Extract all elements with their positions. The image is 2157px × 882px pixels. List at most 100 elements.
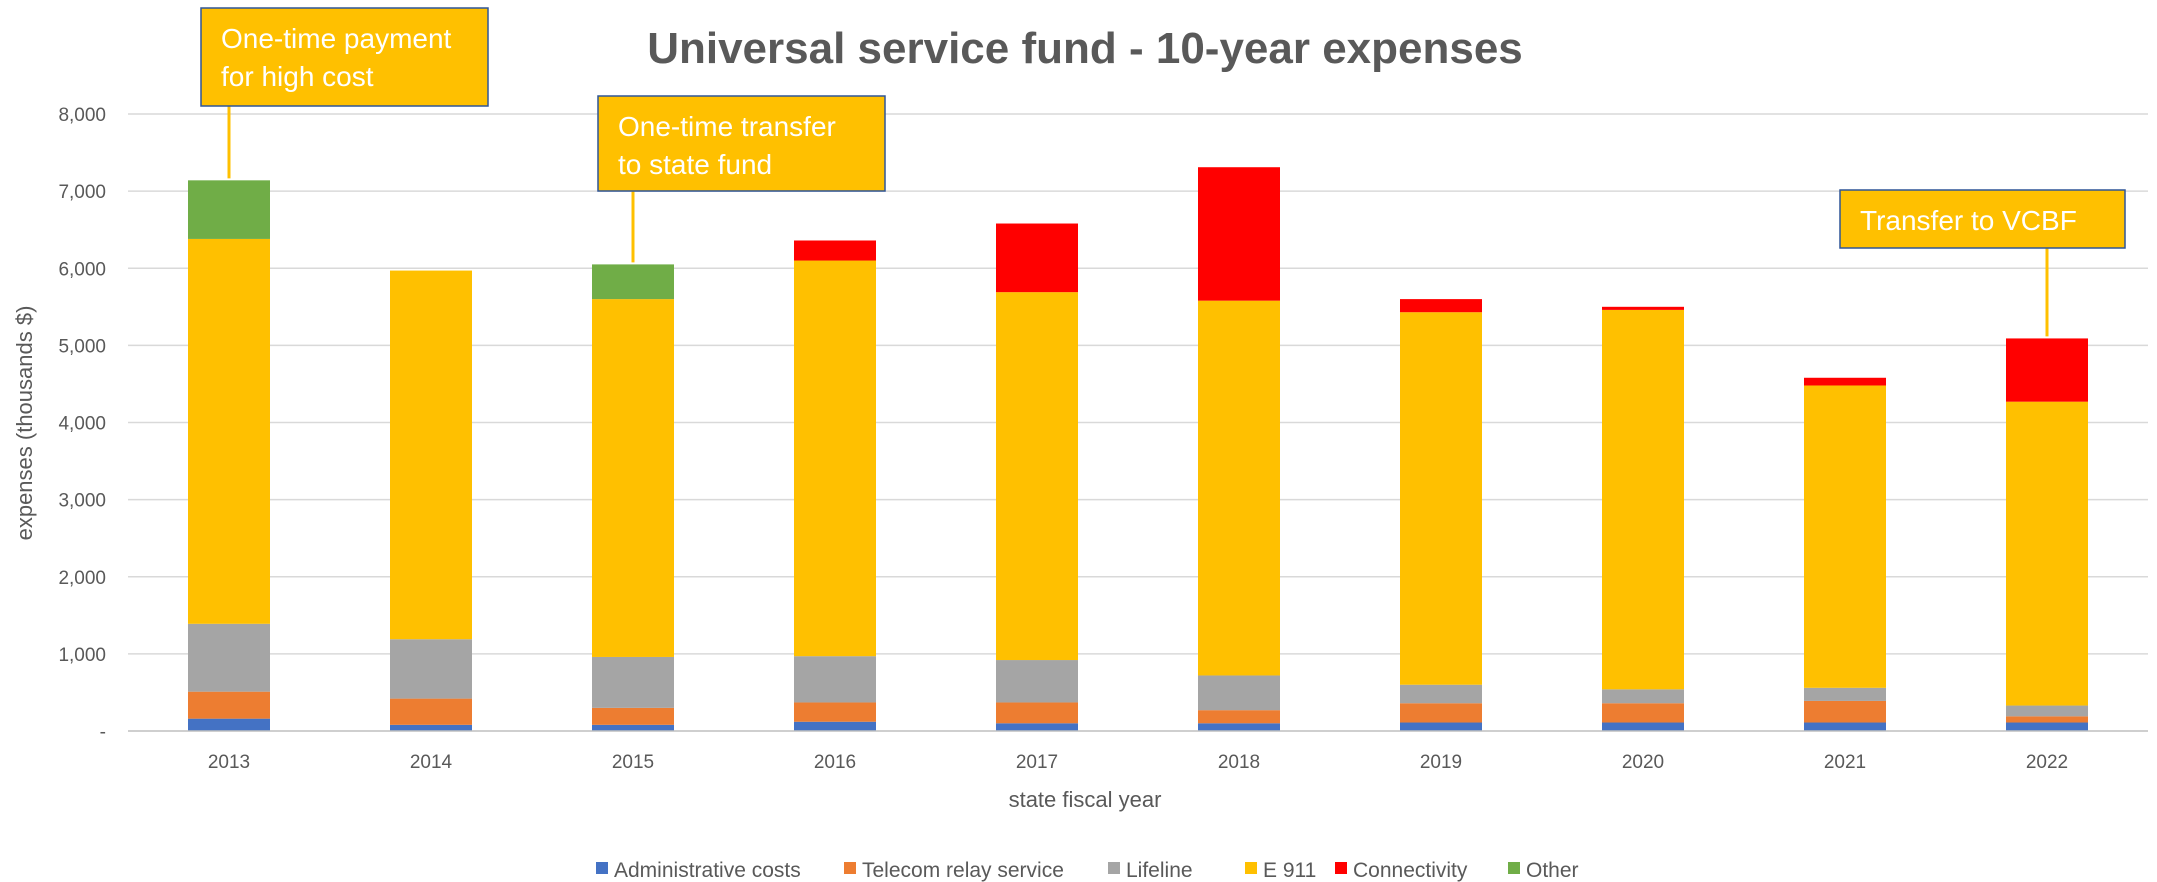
bar-segment: [1602, 306, 1684, 310]
y-tick-label: 6,000: [58, 259, 106, 280]
legend-label: Other: [1526, 859, 1579, 882]
bar-segment: [188, 691, 270, 719]
x-axis-title: state fiscal year: [1009, 787, 1162, 812]
bar-segment: [794, 721, 876, 731]
legend-swatch: [1508, 862, 1520, 874]
callout-text: Transfer to VCBF: [1860, 205, 2077, 236]
callout-text: One-time payment: [221, 23, 452, 54]
bar-segment: [794, 702, 876, 722]
bar-segment: [2006, 401, 2088, 706]
callout: Transfer to VCBF: [1839, 189, 2126, 337]
x-tick-label: 2018: [1218, 752, 1260, 773]
legend-item: Lifeline: [1108, 859, 1193, 882]
bar-segment: [592, 264, 674, 300]
bar-segment: [1602, 722, 1684, 731]
x-tick-label: 2022: [2026, 752, 2068, 773]
bar-segment: [1804, 377, 1886, 386]
bar-segment: [1804, 722, 1886, 731]
bar-segment: [794, 240, 876, 261]
x-tick-label: 2020: [1622, 752, 1664, 773]
bar-segment: [188, 623, 270, 692]
callout-box: [200, 7, 489, 107]
bar-segment: [1198, 675, 1280, 711]
legend-swatch: [1245, 862, 1257, 874]
legend-swatch: [596, 862, 608, 874]
bars: [188, 167, 2088, 731]
callout-text: to state fund: [618, 149, 772, 180]
bar-segment: [1198, 167, 1280, 301]
bar-segment: [2006, 716, 2088, 723]
bar-segment: [1602, 309, 1684, 690]
chart-title: Universal service fund - 10-year expense…: [647, 24, 1523, 73]
bar-segment: [390, 270, 472, 640]
bar-segment: [1804, 700, 1886, 723]
bar-segment: [996, 702, 1078, 724]
legend-swatch: [844, 862, 856, 874]
callout-box: [597, 95, 886, 192]
bar-segment: [2006, 705, 2088, 717]
callout-text: for high cost: [221, 61, 374, 92]
bar-segment: [188, 238, 270, 624]
legend-label: E 911: [1263, 859, 1316, 882]
bar-segment: [390, 724, 472, 731]
legend-label: Telecom relay service: [862, 859, 1064, 882]
legend-item: Connectivity: [1335, 859, 1468, 882]
y-axis-title: expenses (thousands $): [12, 306, 37, 541]
y-tick-label: 8,000: [58, 105, 106, 126]
bar-segment: [592, 724, 674, 731]
x-tick-label: 2019: [1420, 752, 1462, 773]
bar-segment: [1602, 689, 1684, 704]
y-axis-ticks: - 1,000 2,000 3,000 4,000 5,000 6,000 7,000 8,00…: [58, 105, 106, 743]
callouts: One-time payment for high cost One-time tr…: [200, 7, 2126, 337]
bar-segment: [1804, 385, 1886, 688]
bar-segment: [592, 299, 674, 657]
bar-segment: [1804, 687, 1886, 701]
legend-item: Other: [1508, 859, 1579, 882]
x-axis-ticks: 2013 2014 2015 2016 2017 2018 2019 2020 2021 2022: [208, 752, 2068, 773]
bar-segment: [1400, 684, 1482, 704]
legend-label: Administrative costs: [614, 859, 801, 882]
legend: Administrative costs Telecom relay servic…: [596, 859, 1579, 882]
bar-segment: [390, 698, 472, 725]
y-tick-label: 7,000: [58, 182, 106, 203]
x-tick-label: 2021: [1824, 752, 1866, 773]
legend-swatch: [1108, 862, 1120, 874]
legend-item: E 911: [1245, 859, 1316, 882]
bar-segment: [996, 223, 1078, 293]
bar-segment: [592, 707, 674, 725]
bar-segment: [794, 656, 876, 703]
x-tick-label: 2013: [208, 752, 250, 773]
y-tick-label: 1,000: [58, 645, 106, 666]
bar-segment: [592, 656, 674, 708]
bar-segment: [1400, 312, 1482, 685]
bar-segment: [996, 723, 1078, 731]
bar-segment: [1400, 722, 1482, 731]
y-tick-label: 2,000: [58, 568, 106, 589]
bar-segment: [2006, 722, 2088, 731]
y-tick-label: 5,000: [58, 336, 106, 357]
legend-label: Connectivity: [1353, 859, 1468, 882]
x-tick-label: 2017: [1016, 752, 1058, 773]
bar-segment: [1198, 300, 1280, 676]
bar-segment: [390, 639, 472, 699]
x-tick-label: 2015: [612, 752, 654, 773]
bar-segment: [1198, 723, 1280, 731]
bar-segment: [1602, 703, 1684, 723]
legend-swatch: [1335, 862, 1347, 874]
callout-text: One-time transfer: [618, 111, 836, 142]
y-tick-label: -: [100, 722, 106, 743]
bar-segment: [2006, 338, 2088, 402]
bar-segment: [996, 292, 1078, 661]
bar-segment: [1400, 703, 1482, 723]
legend-item: Telecom relay service: [844, 859, 1064, 882]
bar-segment: [1400, 299, 1482, 313]
x-tick-label: 2014: [410, 752, 453, 773]
bar-segment: [188, 180, 270, 239]
x-tick-label: 2016: [814, 752, 856, 773]
y-tick-label: 3,000: [58, 491, 106, 512]
bar-segment: [996, 660, 1078, 703]
callout: One-time payment for high cost: [200, 7, 489, 179]
callout-box: [1839, 189, 2126, 249]
legend-item: Administrative costs: [596, 859, 801, 882]
